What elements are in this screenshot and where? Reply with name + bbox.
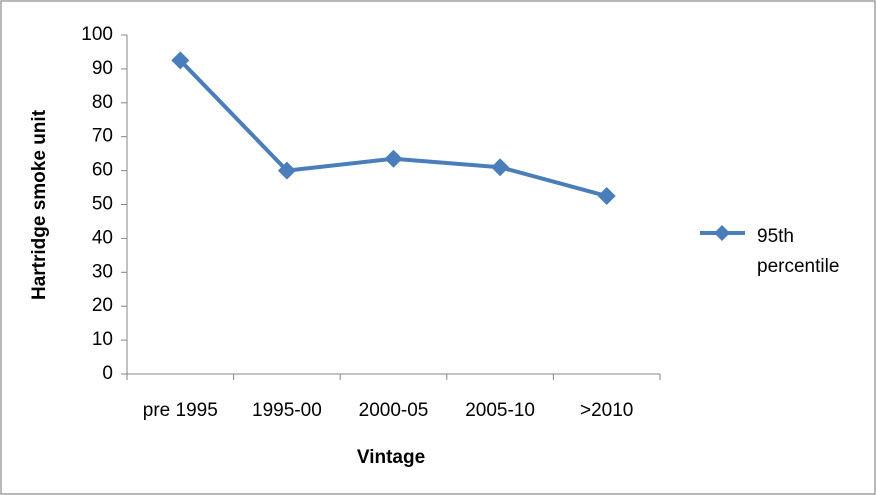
data-point [491,158,510,177]
data-point [171,51,190,70]
data-point [384,149,403,168]
x-tick-label: 2005-10 [465,400,535,421]
y-tick-label: 70 [92,126,113,147]
x-axis-label: Vintage [357,447,425,468]
data-point [597,187,616,206]
y-tick-label: 40 [92,227,113,248]
legend-label: 95th percentile [757,226,840,277]
y-tick-label: 20 [92,295,113,316]
y-tick-label: 10 [92,329,113,350]
y-tick-label: 90 [92,58,113,79]
legend-marker [714,225,730,241]
y-tick-label: 80 [92,92,113,113]
y-axis-label: Hartridge smoke unit [29,109,50,300]
x-tick-label: pre 1995 [143,400,218,421]
y-tick-label: 100 [81,24,113,45]
x-tick-label: >2010 [580,400,633,421]
y-tick-label: 50 [92,194,113,215]
x-tick-label: 1995-00 [252,400,322,421]
data-point [277,161,296,180]
y-tick-label: 60 [92,160,113,181]
x-tick-label: 2000-05 [359,400,429,421]
y-tick-label: 30 [92,261,113,282]
y-tick-label: 0 [102,363,113,384]
